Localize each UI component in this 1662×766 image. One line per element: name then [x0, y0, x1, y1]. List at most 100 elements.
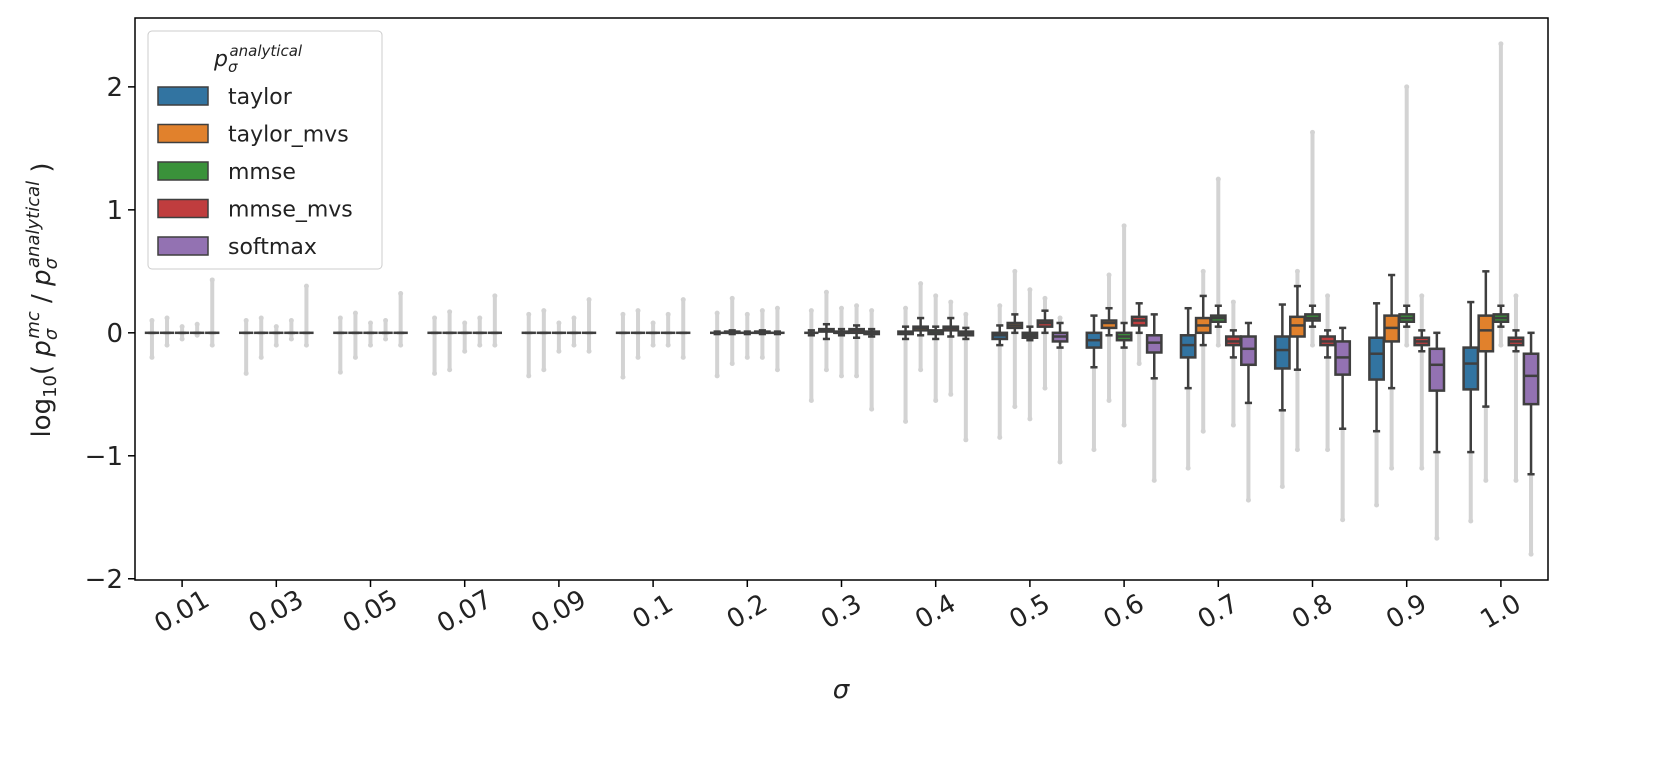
outlier [556, 348, 562, 354]
y-label-part: log [27, 398, 57, 438]
outlier [1419, 293, 1425, 299]
fliers [149, 41, 1534, 557]
outlier [1374, 502, 1380, 508]
box [1522, 352, 1540, 406]
outlier [194, 321, 200, 327]
outlier [823, 289, 829, 295]
outlier [1325, 293, 1331, 299]
y-label-part: ( [27, 357, 57, 375]
x-tick-label: 1.0 [1475, 589, 1526, 636]
outlier [541, 308, 547, 314]
outlier [635, 308, 641, 314]
outlier [258, 354, 264, 360]
outlier [288, 336, 294, 342]
outlier [1027, 416, 1033, 422]
outlier [1136, 361, 1142, 367]
outlier [680, 354, 686, 360]
legend-title-part: σ [228, 58, 238, 76]
outlier [209, 342, 215, 348]
outlier [869, 308, 875, 314]
outlier [209, 277, 215, 283]
outlier [774, 305, 780, 311]
outlier [963, 437, 969, 443]
y-label-part: σ [41, 328, 62, 340]
outlier [383, 336, 389, 342]
outlier [1200, 428, 1206, 434]
outlier [1185, 465, 1191, 471]
outlier [243, 370, 249, 376]
y-tick-label: 1 [106, 196, 123, 226]
legend-label: softmax [228, 235, 317, 260]
outlier [1121, 422, 1127, 428]
outlier [948, 299, 954, 305]
outlier [665, 342, 671, 348]
outlier [680, 297, 686, 303]
outlier [1389, 465, 1395, 471]
outlier [650, 342, 656, 348]
outlier [1404, 84, 1410, 90]
outlier [303, 342, 309, 348]
outlier [477, 342, 483, 348]
outlier [839, 305, 844, 311]
outlier [462, 348, 468, 354]
outlier [714, 373, 720, 379]
y-tick-label: −1 [85, 442, 123, 472]
box [1240, 335, 1257, 367]
outlier [869, 406, 875, 412]
outlier [1215, 342, 1221, 348]
x-tick-label: 0.7 [1193, 589, 1244, 636]
y-tick-label: 2 [106, 73, 123, 103]
outlier [933, 293, 939, 299]
outlier [1498, 41, 1504, 47]
x-tick-label: 0.2 [722, 589, 773, 636]
outlier [492, 342, 498, 348]
outlier [1468, 518, 1474, 524]
outlier [462, 320, 468, 326]
outlier [352, 354, 358, 360]
outlier [571, 342, 577, 348]
outlier [903, 418, 909, 424]
outlier [1294, 268, 1300, 274]
outlier [808, 397, 814, 403]
outlier [997, 434, 1003, 440]
outlier [744, 354, 750, 360]
outlier [273, 342, 279, 348]
legend-label: taylor [228, 85, 293, 110]
outlier [854, 303, 860, 309]
outlier [635, 354, 641, 360]
outlier [1310, 342, 1315, 348]
outlier [273, 324, 279, 330]
y-label-part: / [27, 286, 57, 311]
outlier [1325, 447, 1331, 453]
outlier [337, 315, 343, 321]
outlier [556, 320, 562, 326]
outlier [1042, 385, 1048, 391]
y-label-part: p [27, 269, 57, 287]
y-label-part: 10 [40, 375, 61, 398]
outlier [1230, 299, 1236, 305]
legend-swatch [157, 161, 209, 181]
y-tick-label: 0 [106, 319, 123, 349]
outlier [447, 367, 453, 373]
outlier [1498, 342, 1504, 348]
outlier [620, 311, 626, 317]
x-tick-label: 0.4 [910, 589, 961, 636]
outlier [368, 342, 373, 348]
outlier [149, 318, 155, 324]
outlier [526, 373, 532, 379]
legend-label: mmse_mvs [228, 198, 353, 223]
legend-title-part: analytical [229, 42, 302, 60]
outlier [918, 281, 924, 287]
x-tick-label: 0.05 [338, 585, 403, 640]
outlier [1215, 176, 1221, 182]
legend-swatch [157, 86, 209, 106]
outlier [337, 369, 343, 375]
x-tick-label: 0.03 [244, 585, 309, 640]
box [1477, 314, 1495, 353]
outlier [258, 315, 264, 321]
outlier [714, 310, 720, 316]
outlier [179, 324, 185, 330]
legend-label: mmse [228, 160, 296, 185]
outlier [1106, 397, 1112, 403]
